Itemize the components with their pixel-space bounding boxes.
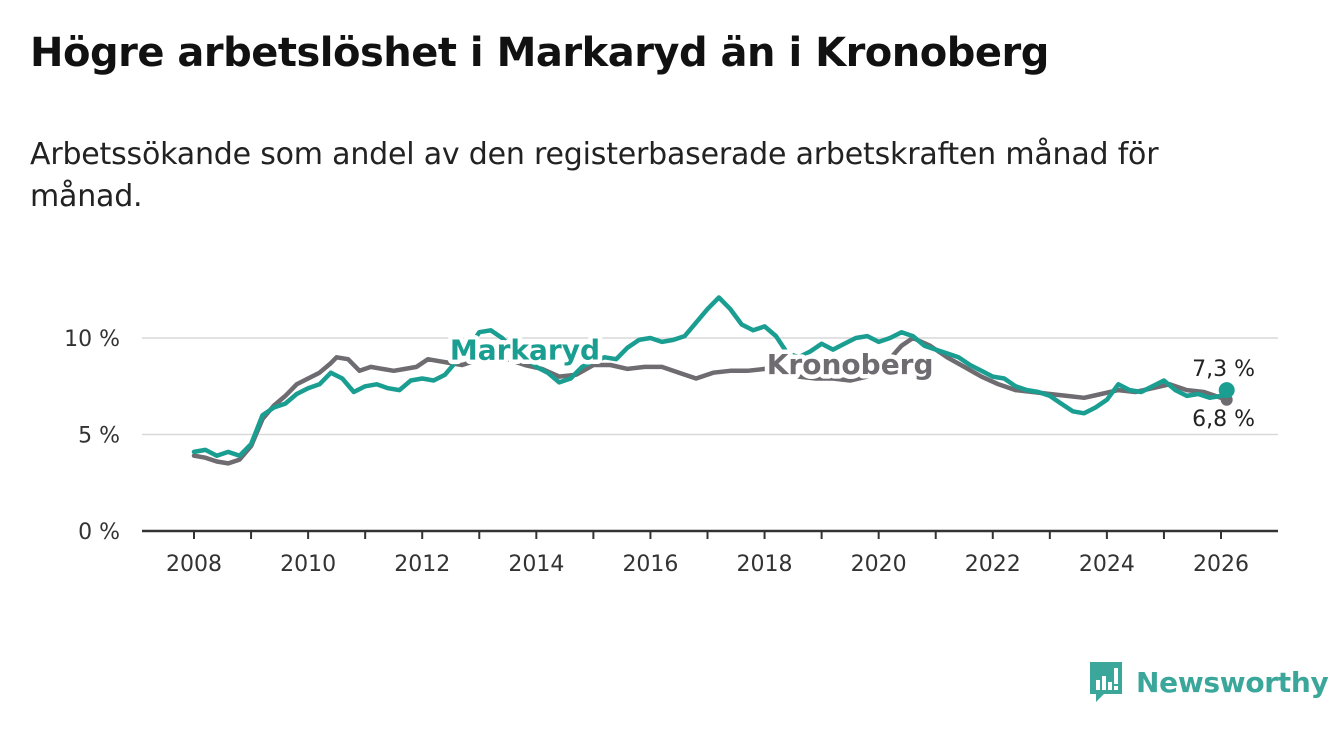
newsworthy-logo[interactable]: Newsworthy	[1088, 660, 1329, 704]
bar-chart-logo-icon	[1090, 662, 1122, 702]
chart-title: Högre arbetslöshet i Markaryd än i Krono…	[30, 30, 1049, 76]
y-tick-label: 0 %	[78, 520, 120, 545]
axis-layer: 0 % 5 % 10 % 2008 2010 2012 2014 2016 2018 2020 20…	[64, 327, 1278, 577]
end-label-markaryd: 7,3 %	[1192, 357, 1255, 382]
x-tick-label: 2020	[851, 552, 907, 577]
x-tick-label: 2022	[965, 552, 1021, 577]
series-line-markaryd	[191, 295, 1229, 458]
end-label-kronoberg: 6,8 %	[1192, 407, 1255, 432]
x-tick-label: 2010	[280, 552, 336, 577]
x-tick-label: 2024	[1079, 552, 1135, 577]
y-tick-label: 5 %	[78, 424, 120, 449]
end-point-markaryd	[1218, 382, 1235, 399]
series-annotation-kronoberg: Kronoberg	[767, 348, 934, 381]
series-line-kronoberg	[191, 335, 1229, 466]
x-tick-label: 2014	[508, 552, 564, 577]
x-tick-label: 2008	[166, 552, 222, 577]
x-tick-label: 2016	[622, 552, 678, 577]
chart-subtitle: Arbetssökande som andel av den registerb…	[30, 137, 1159, 214]
y-tick-label: 10 %	[64, 327, 120, 352]
x-tick-label: 2012	[394, 552, 450, 577]
label-layer: 7,3 % 6,8 % Markaryd Kronoberg	[445, 329, 1255, 432]
x-tick-label: 2026	[1193, 552, 1249, 577]
series-annotation-markaryd: Markaryd	[450, 334, 600, 367]
brand-name: Newsworthy	[1136, 665, 1329, 699]
x-tick-label: 2018	[737, 552, 793, 577]
series-layer	[191, 295, 1235, 466]
grid-layer	[142, 337, 1278, 436]
